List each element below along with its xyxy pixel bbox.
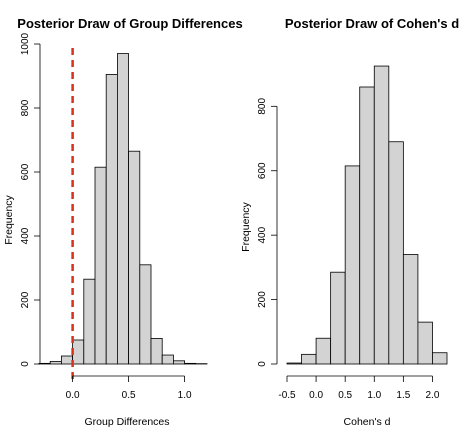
histogram-bar [38,362,51,365]
histogram-bar [417,321,433,365]
histogram-bar [117,53,130,365]
histogram-bar [128,150,141,365]
x-tick-label: -0.5 [278,390,296,401]
y-tick-label: 200 [257,291,268,308]
histogram-bar [49,361,62,365]
x-tick-label: 0.5 [338,390,352,401]
y-tick-label: 0 [257,361,268,367]
x-tick-label: 0.0 [309,390,323,401]
chart-panel-1: Posterior Draw of Group Differences 0.0 0.… [3,16,243,428]
x-axis-label: Group Differences [84,416,169,428]
chart-title: Posterior Draw of Cohen's d [285,16,459,31]
histogram-bar [286,362,302,365]
y-tick-label: 1000 [20,32,31,55]
y-tick-label: 600 [257,162,268,179]
y-tick-label: 400 [257,226,268,243]
histogram-bar [105,74,118,365]
histogram-bar [150,337,163,365]
x-tick-label: 0.5 [122,390,136,401]
y-tick-label: 600 [20,163,31,180]
histogram-bar [83,278,96,365]
y-axis-label: Frequency [3,194,15,244]
y-tick-label: 200 [20,291,31,308]
histogram-bar [388,141,404,365]
histogram-bar [359,86,375,365]
x-tick-label: 1.5 [396,390,410,401]
x-tick-label: 2.0 [426,390,440,401]
y-axis-label: Frequency [240,201,252,251]
histogram-bar [432,352,448,365]
histogram-bar [161,354,174,365]
y-tick-label: 800 [20,99,31,116]
x-tick-label: 1.0 [178,390,192,401]
histogram-bar [184,362,197,365]
histogram-bar [301,353,317,365]
histogram-bar [72,339,85,365]
histogram-bar [330,271,346,365]
x-axis-label: Cohen's d [344,416,391,428]
chart-title: Posterior Draw of Group Differences [17,16,242,31]
x-tick-label: 1.0 [367,390,381,401]
x-tick-label: 0.0 [66,390,80,401]
y-tick-label: 800 [257,98,268,115]
histogram-bar [94,166,107,365]
histogram-bar [139,264,152,365]
histogram-bar [172,360,185,365]
histogram-bar [344,165,361,365]
chart-panel-2: Posterior Draw of Cohen's d -0.5 0.0 0.5 1.0… [240,16,459,428]
y-tick-label: 0 [20,361,31,367]
histogram-bar [402,254,419,365]
y-tick-label: 400 [20,227,31,244]
histogram-bar [61,355,74,365]
histogram-bar [373,65,390,365]
histogram-bar [315,337,332,365]
